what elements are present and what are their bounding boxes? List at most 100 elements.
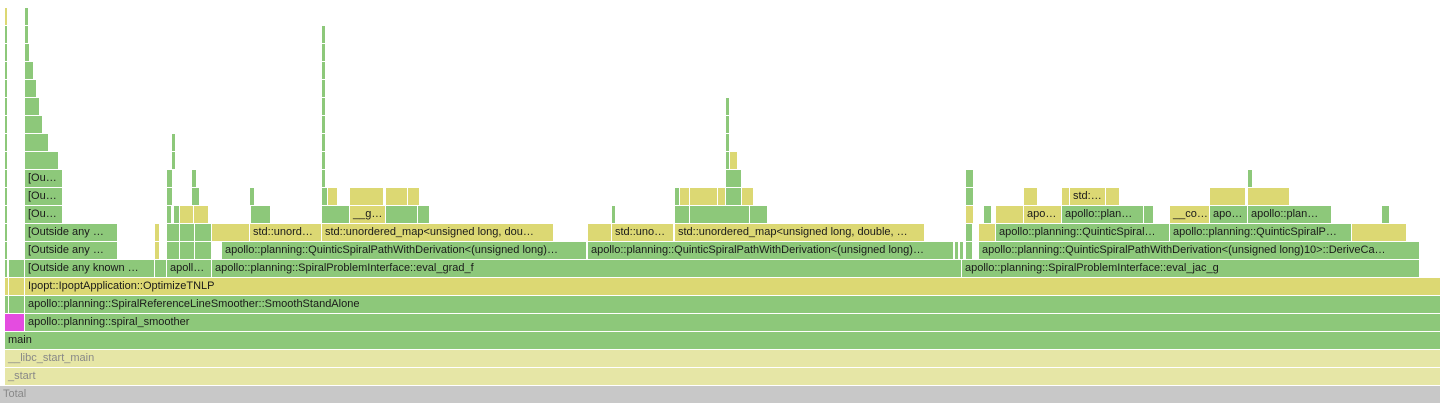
flame-frame-unlabeled[interactable]	[966, 206, 974, 224]
flame-frame-unlabeled[interactable]	[25, 152, 59, 170]
flame-frame-unlabeled[interactable]	[5, 26, 8, 44]
flame-frame[interactable]: [Outside any …	[25, 224, 118, 242]
flame-frame-unlabeled[interactable]	[5, 80, 8, 98]
flame-frame-unlabeled[interactable]	[180, 224, 195, 242]
flame-frame-unlabeled[interactable]	[155, 260, 167, 278]
flame-frame-unlabeled[interactable]	[5, 152, 8, 170]
flame-frame-unlabeled[interactable]	[386, 206, 418, 224]
flame-frame-unlabeled[interactable]	[1144, 206, 1154, 224]
flame-frame[interactable]: __g…	[350, 206, 386, 224]
flame-frame-unlabeled[interactable]	[960, 242, 964, 260]
flame-frame[interactable]: Total	[0, 386, 1441, 404]
flame-frame-unlabeled[interactable]	[328, 188, 338, 206]
flame-frame-unlabeled[interactable]	[612, 206, 616, 224]
flame-frame[interactable]: [Outside any …	[25, 242, 118, 260]
flame-frame-unlabeled[interactable]	[1106, 188, 1120, 206]
flame-frame-unlabeled[interactable]	[25, 98, 40, 116]
flame-frame[interactable]: main	[5, 332, 1441, 350]
flame-frame-unlabeled[interactable]	[718, 188, 726, 206]
flame-frame-unlabeled[interactable]	[192, 188, 200, 206]
flame-frame-unlabeled[interactable]	[350, 188, 384, 206]
flame-frame-unlabeled[interactable]	[1062, 188, 1070, 206]
flame-frame-unlabeled[interactable]	[5, 116, 8, 134]
flame-frame-unlabeled[interactable]	[322, 98, 326, 116]
flame-frame-unlabeled[interactable]	[9, 296, 25, 314]
flame-frame-unlabeled[interactable]	[251, 206, 271, 224]
flame-frame-unlabeled[interactable]	[5, 62, 8, 80]
flame-frame-unlabeled[interactable]	[167, 206, 172, 224]
flame-frame-unlabeled[interactable]	[726, 188, 742, 206]
flame-frame-unlabeled[interactable]	[180, 242, 195, 260]
flame-frame-unlabeled[interactable]	[966, 188, 974, 206]
flame-frame-unlabeled[interactable]	[966, 170, 974, 188]
flame-frame[interactable]: apollo::planning::SpiralProblemInterface…	[962, 260, 1420, 278]
flame-frame-unlabeled[interactable]	[5, 296, 9, 314]
flame-frame-unlabeled[interactable]	[25, 80, 37, 98]
flame-frame[interactable]: apoll…	[167, 260, 212, 278]
flame-frame-unlabeled[interactable]	[322, 152, 326, 170]
flame-frame[interactable]: Ipopt::IpoptApplication::OptimizeTNLP	[25, 278, 1441, 296]
flame-frame[interactable]: apollo::planning::QuinticSpiral…	[996, 224, 1170, 242]
flame-frame[interactable]: apollo::plan…	[1248, 206, 1332, 224]
flame-frame-unlabeled[interactable]	[167, 188, 173, 206]
flame-frame-unlabeled[interactable]	[322, 170, 326, 188]
flame-frame[interactable]: apollo::planning::QuinticSpiralPathWithD…	[979, 242, 1420, 260]
flame-frame-unlabeled[interactable]	[195, 242, 212, 260]
flame-frame-unlabeled[interactable]	[322, 62, 326, 80]
flame-frame-unlabeled[interactable]	[675, 206, 690, 224]
flame-frame-unlabeled[interactable]	[172, 134, 176, 152]
flame-frame[interactable]: std::unordered_map<unsigned long, double…	[675, 224, 925, 242]
flame-frame-unlabeled[interactable]	[730, 152, 738, 170]
flame-frame-unlabeled[interactable]	[5, 8, 8, 26]
flame-frame-unlabeled[interactable]	[322, 188, 328, 206]
flame-frame-unlabeled[interactable]	[750, 206, 768, 224]
flame-frame-unlabeled[interactable]	[5, 278, 9, 296]
flame-frame[interactable]: apollo::planning::QuinticSpiralPathWithD…	[588, 242, 954, 260]
flame-frame-unlabeled[interactable]	[5, 188, 8, 206]
flame-frame-unlabeled[interactable]	[322, 206, 350, 224]
flame-frame[interactable]: std::unordered_map<unsigned long, dou…	[322, 224, 554, 242]
flame-frame-unlabeled[interactable]	[996, 206, 1024, 224]
flame-frame-unlabeled[interactable]	[984, 206, 992, 224]
flame-frame[interactable]: std::uno…	[612, 224, 674, 242]
flame-frame[interactable]: apollo::plan…	[1062, 206, 1144, 224]
flame-frame-unlabeled[interactable]	[690, 206, 750, 224]
flame-frame-unlabeled[interactable]	[25, 62, 34, 80]
flame-frame[interactable]: apollo::planning::SpiralReferenceLineSmo…	[25, 296, 1441, 314]
flame-frame[interactable]: apollo::planning::QuinticSpiralP…	[1170, 224, 1352, 242]
flame-frame-unlabeled[interactable]	[955, 242, 959, 260]
flame-frame-unlabeled[interactable]	[1248, 170, 1253, 188]
flame-frame[interactable]: apo…	[1210, 206, 1248, 224]
flame-frame-unlabeled[interactable]	[1382, 206, 1390, 224]
flame-frame-unlabeled[interactable]	[192, 170, 197, 188]
flame-frame-unlabeled[interactable]	[726, 116, 730, 134]
flame-frame[interactable]: [Ou…	[25, 170, 63, 188]
flame-frame-unlabeled[interactable]	[322, 80, 326, 98]
flame-frame[interactable]: [Outside any known …	[25, 260, 155, 278]
flame-frame[interactable]: apo…	[1024, 206, 1062, 224]
flame-frame-unlabeled[interactable]	[167, 242, 180, 260]
flame-frame-unlabeled[interactable]	[322, 26, 326, 44]
flame-frame-unlabeled[interactable]	[966, 242, 973, 260]
flame-frame-unlabeled[interactable]	[726, 98, 730, 116]
flame-frame-unlabeled[interactable]	[167, 170, 173, 188]
flame-frame-unlabeled[interactable]	[25, 26, 29, 44]
flame-frame-unlabeled[interactable]	[742, 188, 754, 206]
flame-frame-unlabeled[interactable]	[726, 134, 730, 152]
flame-frame-unlabeled[interactable]	[25, 44, 30, 62]
flame-frame-unlabeled[interactable]	[155, 224, 160, 242]
flame-frame-unlabeled[interactable]	[9, 278, 25, 296]
flame-frame[interactable]: __libc_start_main	[5, 350, 1441, 368]
flame-frame-unlabeled[interactable]	[250, 188, 255, 206]
flame-frame-unlabeled[interactable]	[5, 260, 8, 278]
flame-frame-unlabeled[interactable]	[322, 44, 326, 62]
flame-frame[interactable]: _start	[5, 368, 1441, 386]
flame-frame-unlabeled[interactable]	[408, 188, 420, 206]
flame-frame-unlabeled[interactable]	[174, 206, 180, 224]
flame-frame-unlabeled[interactable]	[5, 134, 8, 152]
flame-frame-unlabeled[interactable]	[726, 152, 730, 170]
flame-frame-unlabeled[interactable]	[5, 170, 8, 188]
flame-frame-unlabeled[interactable]	[675, 188, 680, 206]
flame-frame-unlabeled[interactable]	[322, 134, 326, 152]
flame-frame-unlabeled[interactable]	[212, 224, 250, 242]
